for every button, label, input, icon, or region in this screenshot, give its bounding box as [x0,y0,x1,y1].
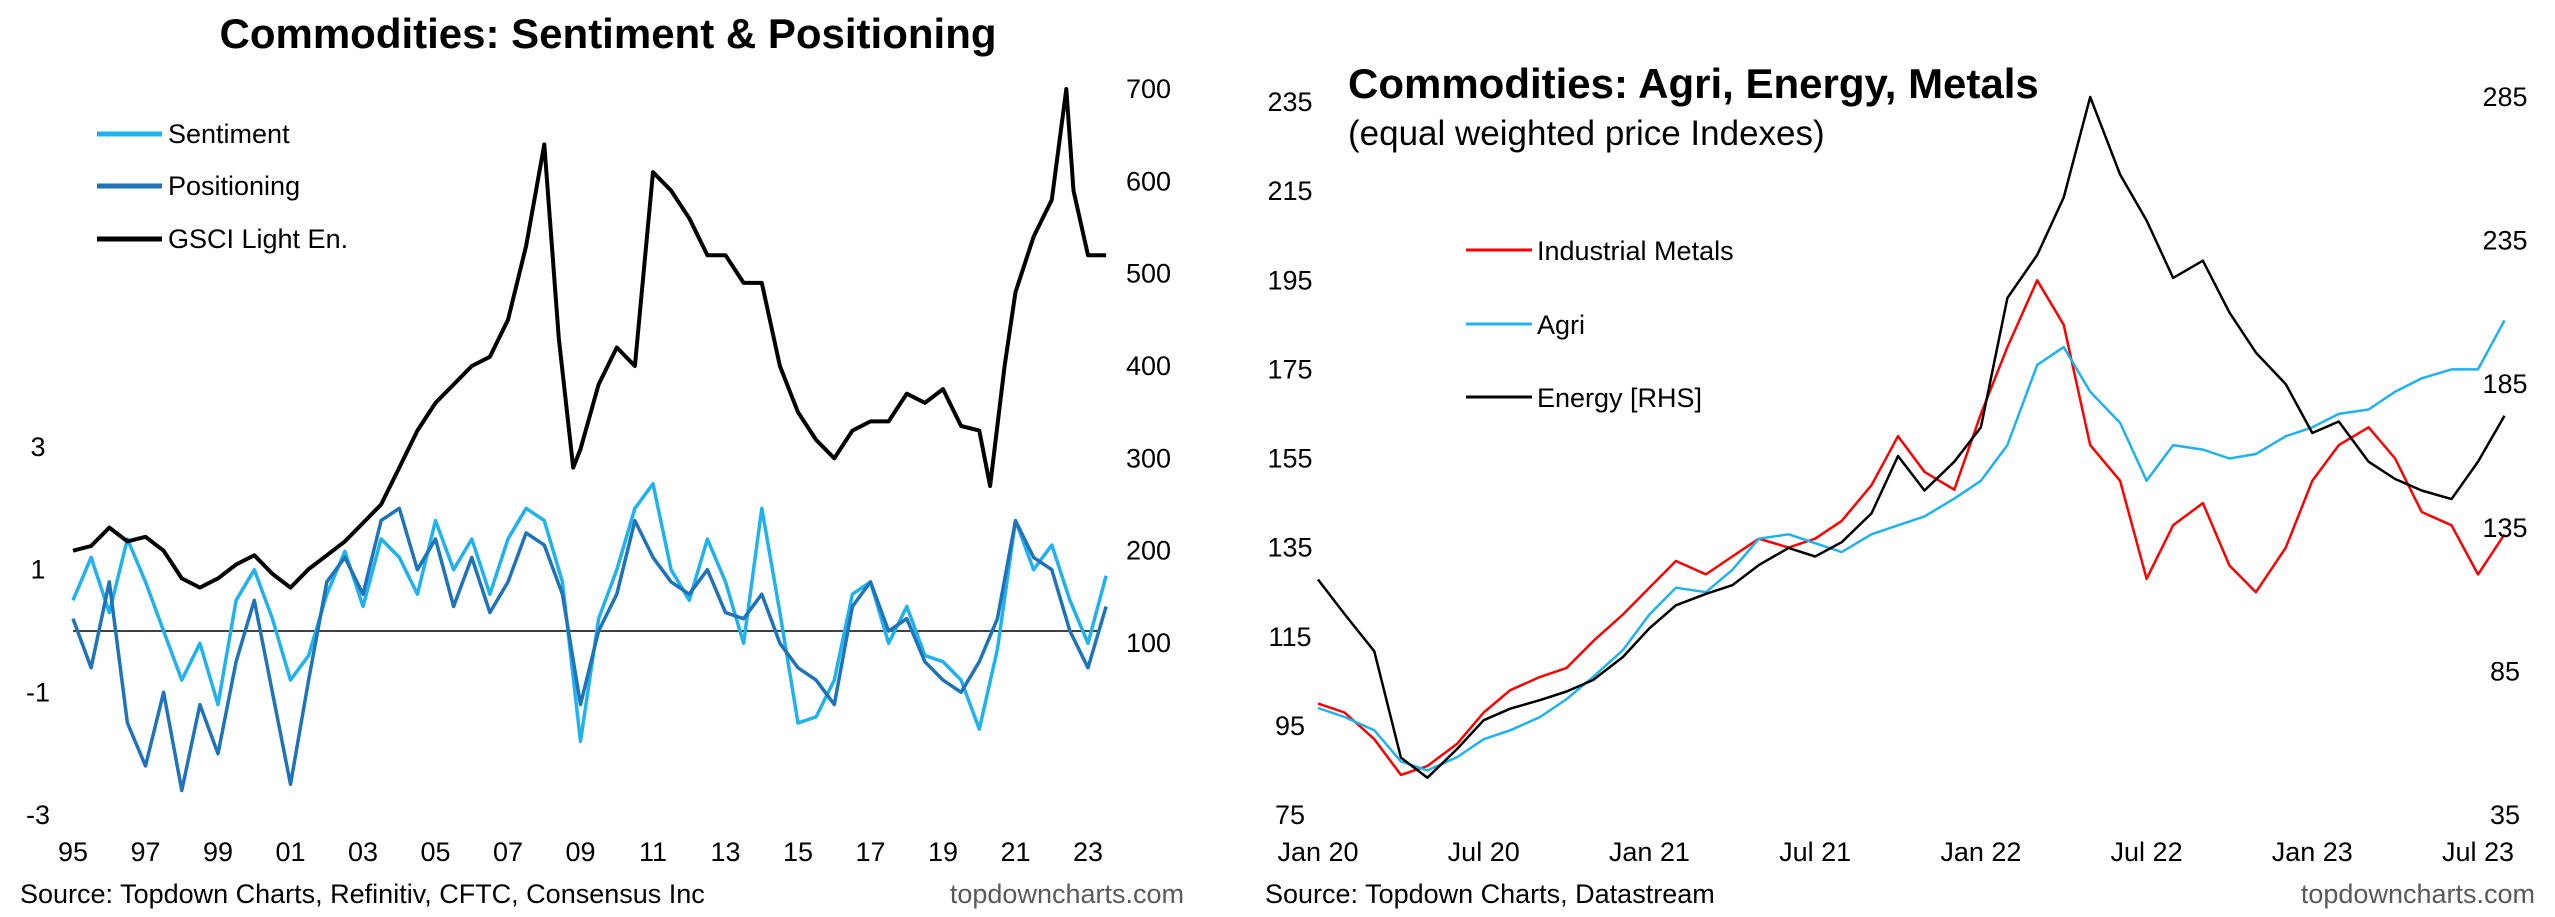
x-axis-tick-label: 97 [130,837,160,867]
left-axis-tick-label: 195 [1267,265,1312,295]
chart-right: Commodities: Agri, Energy, Metals (equal… [1265,60,2535,909]
legend-label-agri: Agri [1537,310,1585,340]
left-axis-tick-label: 215 [1267,176,1312,206]
x-axis-tick-label: 23 [1073,837,1103,867]
left-axis-tick-label: -3 [26,800,50,830]
right-axis-tick-label: 400 [1126,351,1171,381]
right-axis-tick-label: 100 [1126,628,1171,658]
x-axis-tick-label: 21 [1000,837,1030,867]
chart-right-title: Commodities: Agri, Energy, Metals [1348,60,2039,107]
x-axis-tick-label: Jan 21 [1609,837,1690,867]
x-axis-tick-label: Jul 20 [1448,837,1520,867]
chart-left-brand: topdowncharts.com [950,879,1184,909]
chart-right-brand: topdowncharts.com [2301,879,2535,909]
chart-left-legend: Sentiment Positioning GSCI Light En. [97,119,348,254]
chart-right-source: Source: Topdown Charts, Datastream [1265,879,1715,909]
left-axis: 3 1 -1 -3 [26,432,50,830]
x-axis-tick-label: Jan 20 [1277,837,1358,867]
chart-right-subtitle: (equal weighted price Indexes) [1348,114,1825,153]
x-axis-tick-label: 11 [639,837,667,867]
legend-label-energy: Energy [RHS] [1537,383,1702,413]
right-axis-tick-label: 185 [2482,369,2527,399]
x-axis-tick-label: 05 [420,837,450,867]
chart-left: Commodities: Sentiment & Positioning 3 1 -… [20,10,1184,909]
series-line-agri [1317,319,2506,772]
legend-label-gsci: GSCI Light En. [168,224,348,254]
x-axis-tick-label: 01 [275,837,305,867]
right-axis-tick-label: 200 [1126,536,1171,566]
right-axis-tick-label: 285 [2482,82,2527,112]
left-axis-tick-label: -1 [26,677,50,707]
x-axis-tick-label: 07 [493,837,523,867]
x-axis-tick-label: Jul 22 [2111,837,2183,867]
left-axis-tick-label: 135 [1267,533,1312,563]
right-axis-tick-label: 235 [2482,226,2527,256]
right-axis-tick-label: 135 [2482,513,2527,543]
x-axis-tick-label: Jan 23 [2272,837,2353,867]
legend-label-sentiment: Sentiment [168,119,290,149]
x-axis-tick-label: 17 [855,837,885,867]
x-axis: 95 97 99 01 03 05 07 09 11 13 15 17 19 21 23 [58,837,1103,867]
left-axis-tick-label: 1 [30,555,45,585]
right-axis-tick-label: 300 [1126,443,1171,473]
chart-right-legend: Industrial Metals Agri Energy [RHS] [1466,236,1734,413]
right-axis-tick-label: 35 [2490,800,2520,830]
series-line-energy [1317,95,2506,779]
series-line-industrial-metals [1317,279,2506,777]
chart-left-title: Commodities: Sentiment & Positioning [219,10,996,57]
right-axis-tick-label: 500 [1126,259,1171,289]
left-axis-tick-label: 155 [1267,444,1312,474]
left-axis-tick-label: 3 [30,432,45,462]
x-axis: Jan 20 Jul 20 Jan 21 Jul 21 Jan 22 Jul 22 Jan … [1277,837,2514,867]
x-axis-tick-label: 09 [565,837,595,867]
chart-left-series [71,87,1108,793]
x-axis-tick-label: Jul 21 [1779,837,1851,867]
left-axis-tick-label: 235 [1267,87,1312,117]
chart-right-series [1317,95,2506,779]
left-axis-tick-label: 75 [1275,800,1305,830]
left-axis-tick-label: 95 [1275,711,1305,741]
x-axis-tick-label: 03 [348,837,378,867]
chart-left-source: Source: Topdown Charts, Refinitiv, CFTC,… [20,879,705,909]
legend-label-industrial-metals: Industrial Metals [1537,236,1734,266]
left-axis-tick-label: 175 [1267,354,1312,384]
x-axis-tick-label: 13 [710,837,740,867]
series-line-positioning [71,506,1108,793]
right-axis-tick-label: 700 [1126,74,1171,104]
x-axis-tick-label: 95 [58,837,88,867]
series-line-sentiment [71,482,1108,744]
x-axis-tick-label: 15 [783,837,813,867]
x-axis-tick-label: Jul 23 [2442,837,2514,867]
right-axis: 285 235 185 135 85 35 [2482,82,2527,830]
x-axis-tick-label: Jan 22 [1940,837,2021,867]
right-axis-tick-label: 600 [1126,166,1171,196]
left-axis-tick-label: 115 [1268,622,1311,652]
right-axis-tick-label: 85 [2490,656,2520,686]
legend-label-positioning: Positioning [168,171,300,201]
right-axis: 700 600 500 400 300 200 100 [1126,74,1171,658]
x-axis-tick-label: 99 [203,837,233,867]
x-axis-tick-label: 19 [928,837,958,867]
left-axis: 235 215 195 175 155 135 115 95 75 [1267,87,1312,830]
series-line-gsci [72,87,1107,590]
